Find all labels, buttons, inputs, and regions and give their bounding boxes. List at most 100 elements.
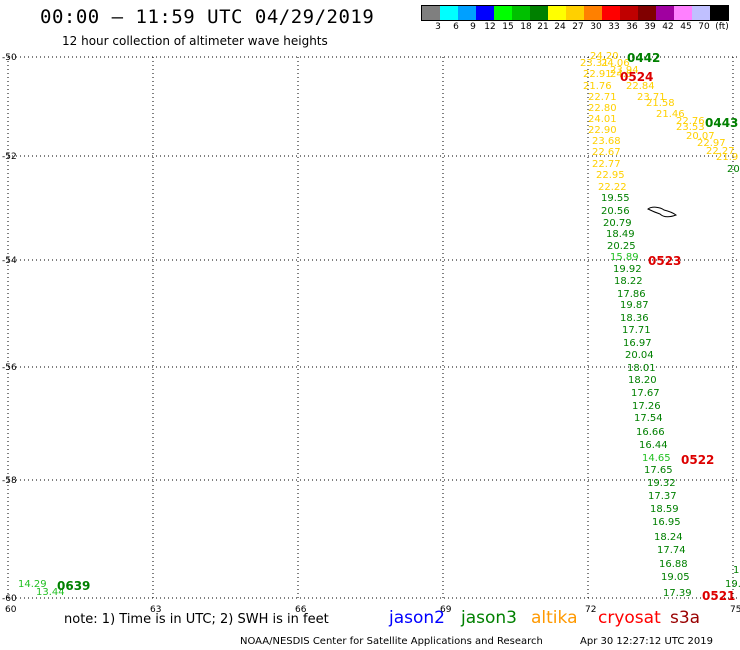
color-swatch (710, 6, 728, 20)
latitude-tick-label: -52 (2, 152, 17, 162)
wave-height-label: 14.29 (18, 579, 47, 590)
wave-height-label: 19.05 (661, 572, 690, 583)
wave-height-label: 19.55 (601, 193, 630, 204)
color-swatch (422, 6, 440, 20)
wave-height-label: 16.66 (636, 427, 665, 438)
color-swatch (440, 6, 458, 20)
pass-time-label: 0524 (620, 70, 653, 84)
color-swatch (674, 6, 692, 20)
wave-height-label: 20.04 (625, 350, 654, 361)
color-swatch (476, 6, 494, 20)
wave-height-label: 14.65 (642, 453, 671, 464)
pass-time-label: 0523 (648, 254, 681, 268)
color-scale-label: 42 (662, 22, 674, 32)
wave-height-label: 23.53 (676, 122, 705, 133)
wave-height-label: 16.44 (639, 440, 668, 451)
wave-height-label: 17.67 (631, 388, 660, 399)
legend-jason2: jason2 (389, 608, 445, 628)
wave-height-label: 20 (727, 164, 740, 175)
color-scale-label: 33 (608, 22, 620, 32)
legend-altika: altika (531, 608, 578, 628)
wave-height-label: 18.24 (654, 532, 683, 543)
wave-height-label: 18.59 (650, 504, 679, 515)
color-scale-label: 15 (502, 22, 514, 32)
wave-height-label: 21.9 (716, 152, 738, 163)
wave-height-label: 22.95 (596, 170, 625, 181)
longitude-tick-label: 75 (730, 605, 740, 615)
color-scale-label: 9 (470, 22, 476, 32)
pass-time-label: 0521 (702, 589, 735, 603)
latitude-tick-label: -60 (2, 594, 17, 604)
wave-height-label: 17.71 (622, 325, 651, 336)
wave-height-label: 24.20 (590, 51, 619, 62)
wave-height-label: 19.92 (613, 264, 642, 275)
color-scale-label: 36 (626, 22, 638, 32)
pass-time-labels: 0442 0524 0443 0523 0522 0639 0521 (57, 51, 738, 603)
longitude-tick-label: 60 (5, 605, 17, 615)
color-scale-label: 39 (644, 22, 656, 32)
latitude-tick-label: -54 (2, 256, 17, 266)
wave-height-label: 18.22 (614, 276, 643, 287)
color-scale-label: 6 (453, 22, 459, 32)
color-scale-label: 27 (572, 22, 584, 32)
color-scale-label: 30 (590, 22, 602, 32)
latitude-tick-label: -56 (2, 363, 17, 373)
footnote: note: 1) Time is in UTC; 2) SWH is in fe… (64, 612, 329, 627)
wave-height-label: 17.39 (663, 588, 692, 599)
wave-height-label: 18.20 (628, 375, 657, 386)
wave-height-label: 22.84 (626, 81, 655, 92)
credit-line: NOAA/NESDIS Center for Satellite Applica… (240, 636, 543, 647)
wave-height-label: 17.26 (632, 401, 661, 412)
wave-height-label: 22.67 (592, 147, 621, 158)
wave-height-label: 23.68 (592, 136, 621, 147)
wave-height-label: 20.79 (603, 218, 632, 229)
color-scale-label: (ft) (715, 22, 729, 32)
wave-height-label: 22.80 (588, 103, 617, 114)
wave-height-label: 22.91 (583, 69, 612, 80)
wave-height-label: 22.22 (598, 182, 627, 193)
color-scale-label: 24 (554, 22, 566, 32)
color-scale-label: 21 (537, 22, 549, 32)
color-scale-bar (421, 5, 729, 21)
wave-height-label: 22.77 (592, 159, 621, 170)
wave-height-label: 21.58 (646, 98, 675, 109)
pass-time-label: 0443 (705, 116, 738, 130)
wave-height-label: 21.76 (583, 81, 612, 92)
wave-height-label: 17.86 (617, 289, 646, 300)
generation-timestamp: Apr 30 12:27:12 UTC 2019 (580, 636, 713, 647)
wave-height-label: 19. (725, 579, 740, 590)
wave-height-label: 22.90 (588, 125, 617, 136)
wave-height-label: 23.71 (637, 92, 666, 103)
color-scale-label: 12 (484, 22, 496, 32)
pass-time-label: 0442 (627, 51, 660, 65)
color-scale-label: 45 (680, 22, 692, 32)
color-swatch (620, 6, 638, 20)
wave-height-label: 18.49 (606, 229, 635, 240)
color-swatch (458, 6, 476, 20)
color-swatch (566, 6, 584, 20)
longitude-tick-label: 69 (440, 605, 452, 615)
wave-height-label: 22.76 (676, 116, 705, 127)
wave-height-label: 22.97 (697, 138, 726, 149)
wave-height-label: 24.8 (610, 69, 632, 80)
wave-height-label: 20.07 (686, 131, 715, 142)
color-swatch (656, 6, 674, 20)
color-swatch (584, 6, 602, 20)
wave-height-label: 17.54 (634, 413, 663, 424)
wave-height-label: 19.32 (647, 478, 676, 489)
page-title: 00:00 – 11:59 UTC 04/29/2019 (40, 6, 375, 28)
color-swatch (602, 6, 620, 20)
color-scale-label: 18 (520, 22, 532, 32)
wave-height-label: 18.01 (627, 363, 656, 374)
wave-height-label: 17.74 (657, 545, 686, 556)
wave-height-label: 24.01 (588, 114, 617, 125)
wave-height-label: 22.27 (706, 146, 735, 157)
legend-jason3: jason3 (461, 608, 517, 628)
pass-time-label: 0522 (681, 453, 714, 467)
color-swatch (512, 6, 530, 20)
island-outline (647, 206, 678, 218)
wave-height-label: 21.46 (656, 109, 685, 120)
